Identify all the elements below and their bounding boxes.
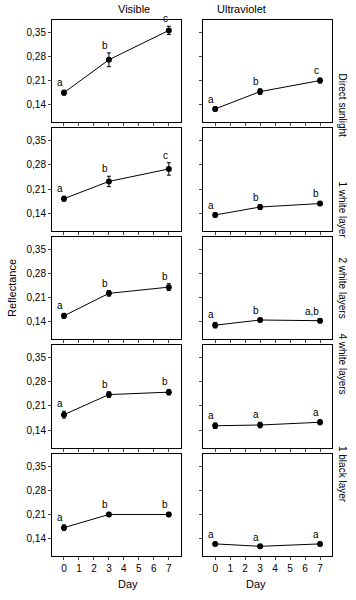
- svg-text:6: 6: [151, 563, 157, 574]
- svg-text:a: a: [313, 407, 319, 418]
- svg-text:a: a: [57, 398, 63, 409]
- svg-text:0,21: 0,21: [27, 184, 47, 195]
- svg-text:0,14: 0,14: [27, 533, 47, 544]
- svg-text:0,14: 0,14: [27, 425, 47, 436]
- svg-text:0,21: 0,21: [27, 400, 47, 411]
- svg-text:0,21: 0,21: [27, 75, 47, 86]
- svg-text:0,14: 0,14: [27, 208, 47, 219]
- svg-text:b: b: [313, 188, 319, 199]
- svg-text:1 black layer: 1 black layer: [337, 446, 348, 503]
- svg-text:0,28: 0,28: [27, 485, 47, 496]
- svg-text:b: b: [162, 376, 168, 387]
- svg-text:5: 5: [136, 563, 142, 574]
- svg-text:0,35: 0,35: [27, 244, 47, 255]
- svg-text:a: a: [57, 183, 63, 194]
- svg-text:b: b: [102, 163, 108, 174]
- svg-text:6: 6: [302, 563, 308, 574]
- svg-text:b: b: [102, 278, 108, 289]
- svg-text:0: 0: [61, 563, 67, 574]
- svg-text:Visible: Visible: [118, 3, 150, 15]
- svg-text:0: 0: [212, 563, 218, 574]
- svg-text:0,28: 0,28: [27, 159, 47, 170]
- svg-text:c: c: [163, 150, 168, 161]
- svg-text:a: a: [57, 512, 63, 523]
- svg-text:a: a: [57, 77, 63, 88]
- svg-text:0,35: 0,35: [27, 461, 47, 472]
- svg-text:7: 7: [317, 563, 323, 574]
- svg-text:a,b: a,b: [305, 306, 319, 317]
- svg-text:0,28: 0,28: [27, 268, 47, 279]
- svg-text:c: c: [314, 65, 319, 76]
- svg-text:Direct sunlight: Direct sunlight: [337, 74, 348, 138]
- svg-text:a: a: [208, 529, 214, 540]
- svg-text:b: b: [102, 379, 108, 390]
- svg-text:b: b: [253, 305, 259, 316]
- svg-text:0,14: 0,14: [27, 99, 47, 110]
- svg-text:a: a: [208, 410, 214, 421]
- svg-text:a: a: [208, 94, 214, 105]
- svg-text:b: b: [102, 499, 108, 510]
- svg-text:b: b: [162, 499, 168, 510]
- svg-text:a: a: [208, 309, 214, 320]
- svg-text:0,21: 0,21: [27, 292, 47, 303]
- svg-text:b: b: [162, 271, 168, 282]
- svg-text:0,28: 0,28: [27, 376, 47, 387]
- svg-text:4: 4: [121, 563, 127, 574]
- svg-text:7: 7: [166, 563, 172, 574]
- svg-text:Day: Day: [118, 578, 138, 590]
- svg-text:1 white layer: 1 white layer: [337, 182, 348, 239]
- svg-text:0,21: 0,21: [27, 509, 47, 520]
- svg-text:3: 3: [106, 563, 112, 574]
- svg-text:Ultraviolet: Ultraviolet: [217, 3, 266, 15]
- svg-text:a: a: [208, 200, 214, 211]
- svg-text:Reflectance: Reflectance: [6, 259, 18, 317]
- svg-text:0,35: 0,35: [27, 27, 47, 38]
- svg-text:a: a: [313, 529, 319, 540]
- svg-text:a: a: [253, 532, 259, 543]
- svg-text:4 white layers: 4 white layers: [337, 333, 348, 394]
- svg-text:b: b: [102, 40, 108, 51]
- svg-text:3: 3: [257, 563, 263, 574]
- svg-text:4: 4: [272, 563, 278, 574]
- svg-text:0,14: 0,14: [27, 316, 47, 327]
- svg-text:Day: Day: [246, 578, 266, 590]
- svg-text:0,35: 0,35: [27, 352, 47, 363]
- svg-text:0,35: 0,35: [27, 135, 47, 146]
- svg-text:0,28: 0,28: [27, 51, 47, 62]
- svg-text:b: b: [253, 76, 259, 87]
- svg-text:b: b: [253, 192, 259, 203]
- svg-text:c: c: [163, 13, 168, 24]
- svg-text:2: 2: [242, 563, 248, 574]
- svg-text:1: 1: [76, 563, 82, 574]
- svg-text:2 white layers: 2 white layers: [337, 258, 348, 319]
- svg-text:1: 1: [227, 563, 233, 574]
- svg-text:a: a: [57, 300, 63, 311]
- svg-text:a: a: [253, 409, 259, 420]
- svg-text:2: 2: [91, 563, 97, 574]
- svg-text:5: 5: [287, 563, 293, 574]
